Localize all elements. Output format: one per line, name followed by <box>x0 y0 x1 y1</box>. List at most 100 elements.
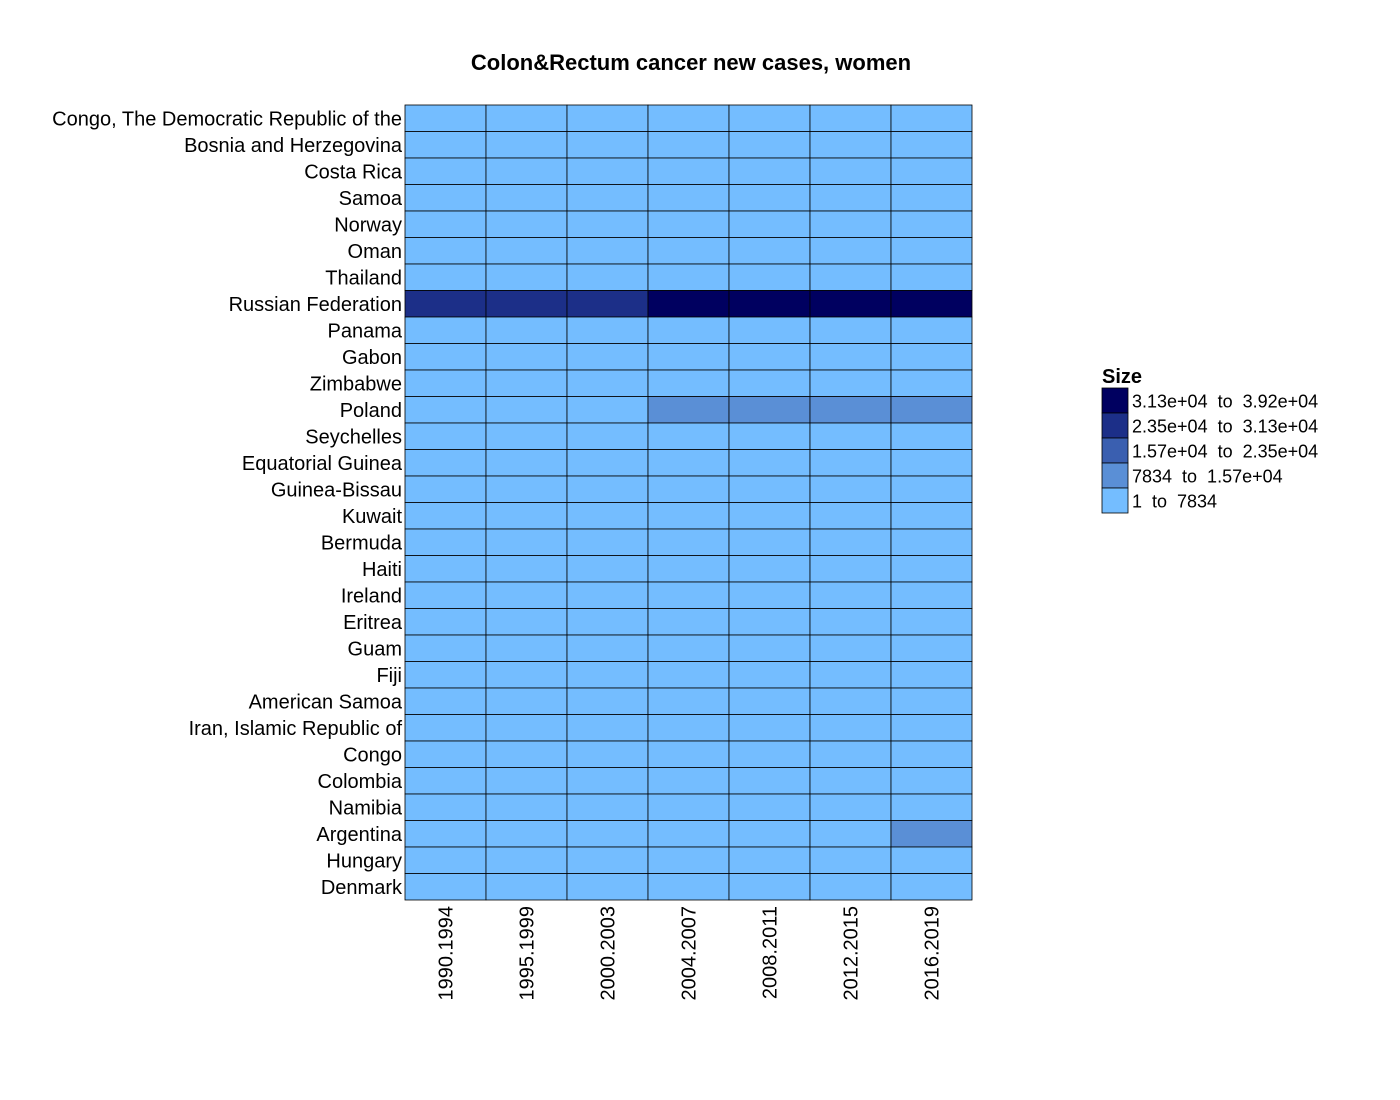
heatmap-cell <box>404 290 487 318</box>
heatmap-cell <box>728 449 811 477</box>
heatmap-cell <box>485 422 568 450</box>
heatmap-cell <box>647 555 730 583</box>
heatmap-cell <box>404 846 487 874</box>
heatmap-cell <box>485 661 568 689</box>
heatmap-cell <box>647 820 730 848</box>
heatmap-cell <box>647 343 730 371</box>
row-label: Namibia <box>329 797 403 819</box>
heatmap-cell <box>728 873 811 901</box>
column-label: 2012.2015 <box>841 906 863 1001</box>
heatmap-cell <box>566 846 649 874</box>
heatmap-cell <box>647 104 730 132</box>
heatmap-cell <box>728 263 811 291</box>
heatmap-cell <box>728 290 811 318</box>
heatmap-cell <box>728 714 811 742</box>
heatmap-cell <box>728 608 811 636</box>
legend-label: 7834 to 1.57e+04 <box>1132 467 1283 487</box>
heatmap-cell <box>404 104 487 132</box>
heatmap-cell <box>404 157 487 185</box>
heatmap-cell <box>485 104 568 132</box>
heatmap-cell <box>890 687 973 715</box>
heatmap-cell <box>728 528 811 556</box>
column-labels: 1990.1994 1995.1999 2000.2003 2004.2007 2008… <box>436 906 944 1001</box>
row-label: Samoa <box>339 188 403 210</box>
heatmap-cell <box>890 316 973 344</box>
heatmap-cell <box>809 555 892 583</box>
heatmap-cell <box>809 157 892 185</box>
row-label: Norway <box>334 214 402 236</box>
heatmap-cell <box>728 475 811 503</box>
heatmap-cell <box>890 396 973 424</box>
heatmap-cell <box>485 608 568 636</box>
heatmap-cell <box>566 422 649 450</box>
row-label: Seychelles <box>305 426 402 448</box>
heatmap-cell <box>485 449 568 477</box>
heatmap-cell <box>647 793 730 821</box>
row-label: Fiji <box>376 665 402 687</box>
heatmap-cell <box>647 661 730 689</box>
heatmap-cell <box>404 502 487 530</box>
heatmap-cell <box>647 263 730 291</box>
heatmap-cell <box>809 634 892 662</box>
heatmap-cell <box>647 873 730 901</box>
heatmap-cell <box>809 714 892 742</box>
heatmap-cell <box>566 343 649 371</box>
heatmap-cell <box>809 687 892 715</box>
row-label: Guam <box>348 638 402 660</box>
heatmap-cell <box>647 714 730 742</box>
heatmap-cell <box>647 396 730 424</box>
heatmap-cell <box>485 290 568 318</box>
row-label: Russian Federation <box>229 294 402 316</box>
heatmap-cell <box>485 846 568 874</box>
heatmap-cell <box>647 210 730 238</box>
heatmap-cell <box>647 422 730 450</box>
heatmap-cell <box>809 740 892 768</box>
heatmap-cell <box>566 290 649 318</box>
heatmap-cell <box>566 687 649 715</box>
row-label: Argentina <box>316 824 402 846</box>
heatmap-cell <box>485 369 568 397</box>
heatmap-cell <box>647 608 730 636</box>
heatmap-cell <box>809 502 892 530</box>
row-label: Kuwait <box>342 506 402 528</box>
heatmap-cell <box>566 210 649 238</box>
heatmap-cell <box>890 290 973 318</box>
row-label: Equatorial Guinea <box>242 453 403 475</box>
heatmap-cell <box>890 210 973 238</box>
heatmap-cell <box>809 316 892 344</box>
heatmap-cell <box>728 846 811 874</box>
heatmap-cell <box>890 846 973 874</box>
heatmap-cell <box>485 581 568 609</box>
heatmap-cell <box>566 608 649 636</box>
heatmap-cell <box>404 396 487 424</box>
heatmap-cell <box>809 608 892 636</box>
heatmap-cell <box>485 873 568 901</box>
chart-title: Colon&Rectum cancer new cases, women <box>471 50 911 75</box>
heatmap-cell <box>890 369 973 397</box>
heatmap-cells <box>404 104 973 901</box>
heatmap-cell <box>566 767 649 795</box>
heatmap-cell <box>485 820 568 848</box>
heatmap-cell <box>647 846 730 874</box>
heatmap-cell <box>647 369 730 397</box>
column-label: 2004.2007 <box>679 906 701 1001</box>
heatmap-cell <box>404 263 487 291</box>
legend-key <box>1101 437 1129 464</box>
heatmap-cell <box>404 581 487 609</box>
heatmap-cell <box>566 634 649 662</box>
heatmap-cell <box>728 767 811 795</box>
heatmap-cell <box>647 237 730 265</box>
heatmap-cell <box>890 767 973 795</box>
heatmap-cell <box>404 740 487 768</box>
heatmap-cell <box>485 396 568 424</box>
heatmap-cell <box>485 475 568 503</box>
heatmap-cell <box>728 369 811 397</box>
heatmap-cell <box>566 263 649 291</box>
legend-key <box>1101 387 1129 414</box>
row-label: Oman <box>348 241 402 263</box>
heatmap-cell <box>566 396 649 424</box>
heatmap-cell <box>647 449 730 477</box>
heatmap-cell <box>647 687 730 715</box>
heatmap-cell <box>485 237 568 265</box>
